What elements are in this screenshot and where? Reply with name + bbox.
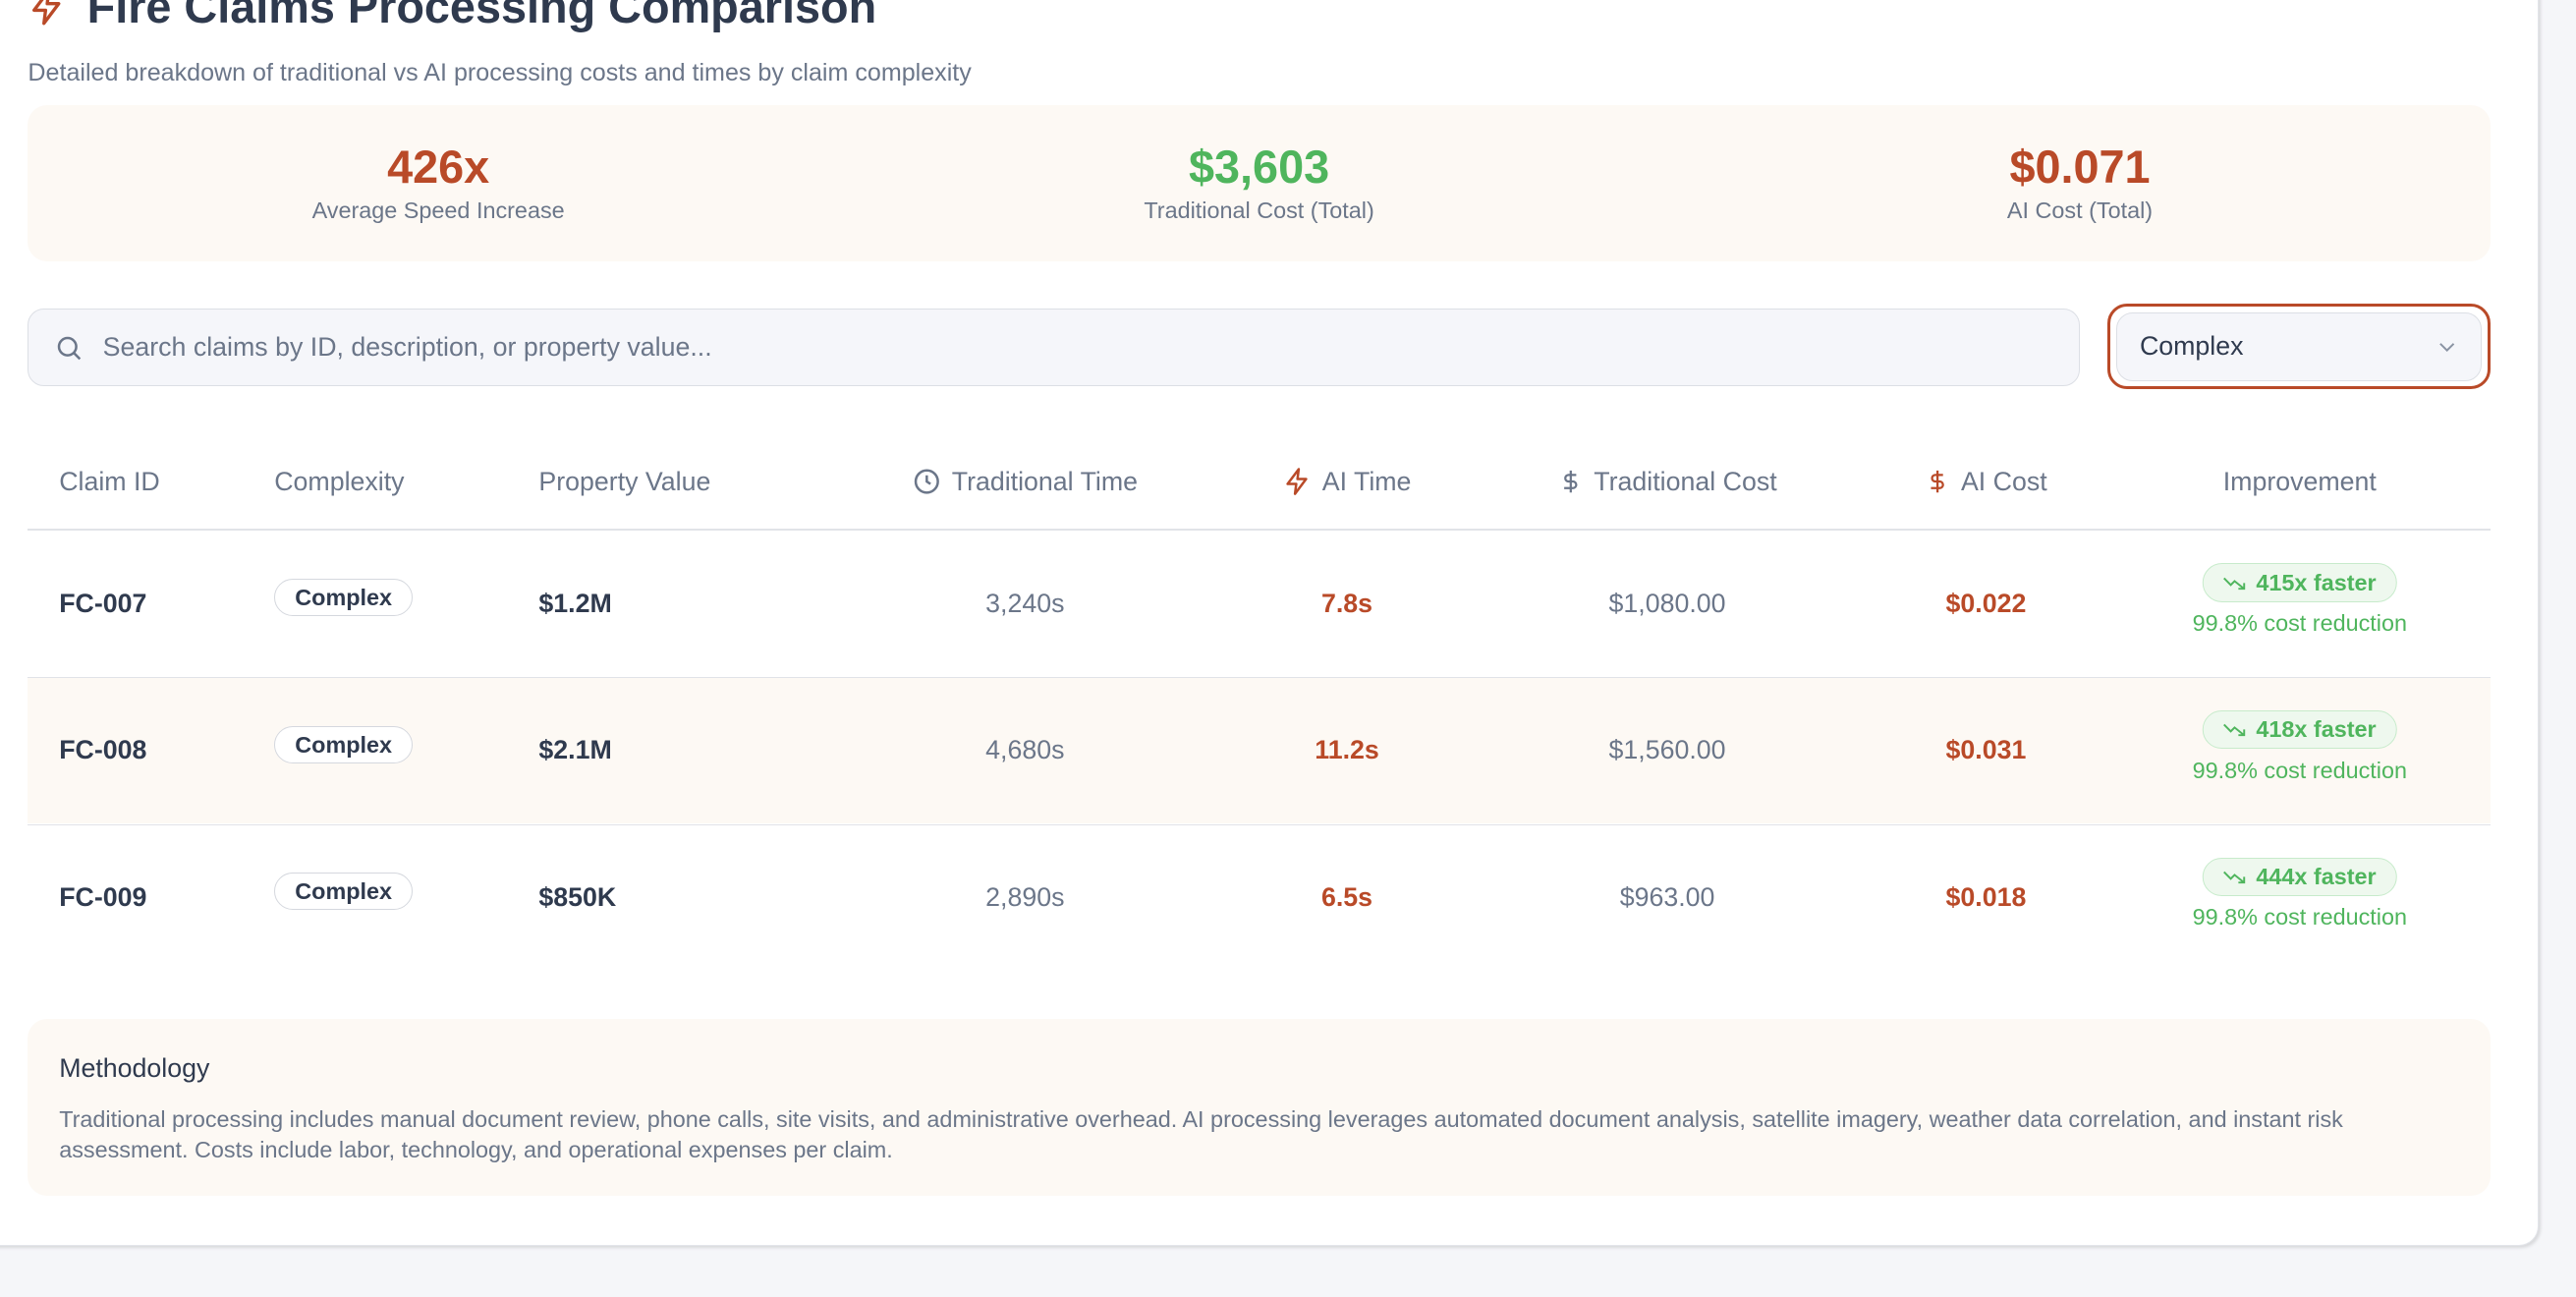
search-placeholder: Search claims by ID, description, or pro…: [102, 332, 712, 363]
stat-value: $0.071: [2009, 141, 2151, 193]
table-row[interactable]: FC-009 Complex $850K 2,890s 6.5s $963.00…: [28, 824, 2490, 971]
header-label: Traditional Time: [951, 466, 1139, 496]
header-traditional-cost: Traditional Cost: [1558, 467, 1777, 497]
header-label: AI Cost: [1960, 466, 2047, 496]
stat-traditional-cost: $3,603 Traditional Cost (Total): [849, 105, 1669, 261]
ai-cost: $0.018: [1945, 881, 2027, 912]
header-complexity: Complexity: [274, 467, 404, 497]
traditional-time: 4,680s: [985, 735, 1065, 765]
cost-reduction: 99.8% cost reduction: [2192, 757, 2408, 783]
ai-cost: $0.022: [1945, 588, 2027, 618]
complexity-badge: Complex: [274, 725, 414, 763]
lightning-icon: [1286, 468, 1308, 496]
methodology-text: Traditional processing includes manual d…: [59, 1105, 2343, 1163]
header-claim-id: Claim ID: [59, 467, 160, 497]
claim-id: FC-008: [59, 735, 147, 765]
table-row[interactable]: FC-008 Complex $2.1M 4,680s 11.2s $1,560…: [28, 677, 2491, 824]
cost-reduction: 99.8% cost reduction: [2192, 904, 2408, 930]
ai-time: 7.8s: [1320, 588, 1373, 618]
header-label: Property Value: [538, 466, 711, 496]
traditional-cost: $963.00: [1619, 881, 1715, 912]
stat-value: $3,603: [1189, 141, 1330, 193]
stat-label: Average Speed Increase: [311, 197, 565, 223]
badge-label: Complex: [274, 725, 414, 763]
header-improvement: Improvement: [2223, 467, 2377, 497]
property-value: $2.1M: [538, 735, 612, 765]
header-label: Traditional Cost: [1594, 466, 1777, 496]
trending-down-icon: [2223, 871, 2246, 884]
trending-down-icon: [2223, 724, 2246, 737]
page-title: Fire Claims Processing Comparison: [28, 0, 876, 33]
summary-stats: 426x Average Speed Increase $3,603 Traditi…: [28, 105, 2491, 261]
title-text: Fire Claims Processing Comparison: [86, 0, 877, 32]
improvement-cell: 418x faster 99.8% cost reduction: [2193, 710, 2407, 783]
stat-speed: 426x Average Speed Increase: [28, 105, 848, 261]
search-icon: [57, 336, 81, 360]
speed-badge: 415x faster: [2202, 563, 2397, 602]
cost-reduction: 99.8% cost reduction: [2192, 609, 2408, 636]
header-ai-time: AI Time: [1283, 466, 1412, 497]
ai-time: 11.2s: [1315, 735, 1379, 765]
lightning-icon: [32, 0, 61, 26]
complexity-filter-select[interactable]: Complex: [2115, 311, 2483, 381]
speed-text: 444x faster: [2256, 863, 2377, 889]
header-label: Claim ID: [59, 466, 160, 496]
stat-label: Traditional Cost (Total): [1144, 197, 1374, 223]
claim-id: FC-007: [59, 588, 147, 618]
trending-down-icon: [2223, 577, 2246, 590]
search-input[interactable]: Search claims by ID, description, or pro…: [28, 309, 2081, 387]
selected-value: Complex: [2139, 331, 2244, 362]
table-row[interactable]: FC-007 Complex $1.2M 3,240s 7.8s $1,080.…: [28, 531, 2490, 677]
property-value: $850K: [538, 881, 617, 912]
stat-value: 426x: [387, 141, 490, 193]
stat-label: AI Cost (Total): [2006, 197, 2154, 223]
property-value: $1.2M: [538, 588, 612, 618]
header-label: AI Time: [1321, 466, 1412, 496]
complexity-badge: Complex: [274, 578, 414, 616]
stat-ai-cost: $0.071 AI Cost (Total): [1669, 105, 2490, 261]
traditional-cost: $1,560.00: [1608, 735, 1726, 765]
methodology-title: Methodology: [59, 1052, 210, 1083]
methodology-box: Methodology Traditional processing inclu…: [28, 1018, 2491, 1197]
improvement-cell: 415x faster 99.8% cost reduction: [2193, 563, 2407, 636]
header-label: Complexity: [274, 466, 405, 496]
header-divider: [28, 529, 2491, 532]
improvement-cell: 444x faster 99.8% cost reduction: [2192, 857, 2408, 930]
traditional-time: 3,240s: [985, 588, 1065, 618]
ai-time: 6.5s: [1320, 881, 1373, 912]
badge-label: Complex: [274, 578, 414, 616]
dollar-icon: [1564, 471, 1578, 493]
badge-label: Complex: [274, 873, 414, 911]
ai-cost: $0.031: [1945, 735, 2027, 765]
header-label: Improvement: [2222, 466, 2377, 496]
page-subtitle: Detailed breakdown of traditional vs AI …: [28, 59, 972, 87]
traditional-cost: $1,080.00: [1608, 588, 1726, 618]
traditional-time: 2,890s: [985, 881, 1065, 912]
dollar-icon: [1931, 471, 1945, 493]
complexity-badge: Complex: [274, 873, 414, 911]
speed-badge: 418x faster: [2202, 710, 2397, 750]
header-ai-cost: AI Cost: [1925, 467, 2047, 497]
chevron-down-icon: [2438, 343, 2454, 353]
header-property-value: Property Value: [538, 467, 710, 497]
speed-badge: 444x faster: [2202, 857, 2397, 896]
clock-icon: [915, 469, 940, 494]
select-focus-ring: [2107, 304, 2491, 390]
row-divider: [28, 823, 2491, 826]
header-traditional-time: Traditional Time: [913, 467, 1138, 497]
speed-text: 418x faster: [2256, 716, 2377, 743]
speed-text: 415x faster: [2256, 569, 2377, 595]
claim-id: FC-009: [59, 881, 147, 912]
